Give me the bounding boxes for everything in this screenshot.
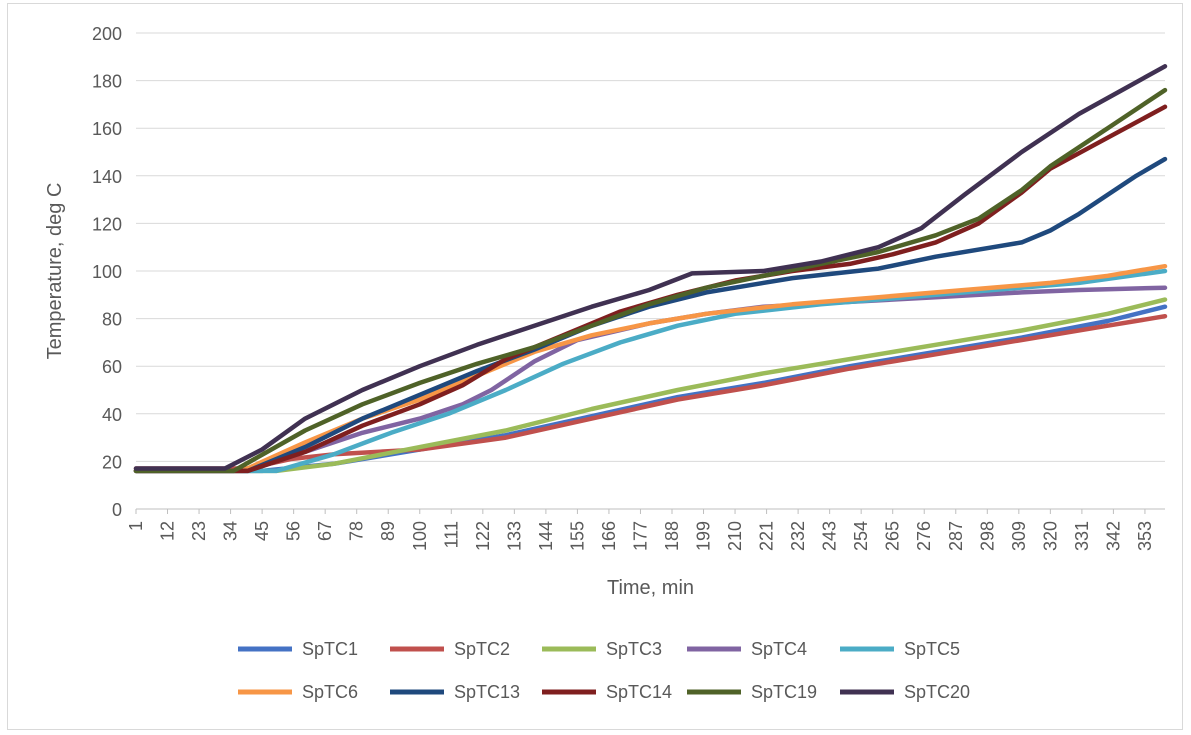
chart-frame: 0 20 40 60 80 100 120 140 160 180 200 1 12 23 34 45 56 6…: [7, 3, 1183, 730]
y-tick-label: 60: [102, 357, 122, 377]
y-tick-label: 160: [92, 119, 122, 139]
series-line-sptc13: [133, 156, 1168, 474]
x-tick-label: 309: [1009, 521, 1029, 551]
x-tick-label: 100: [410, 521, 430, 551]
y-tick-label: 40: [102, 405, 122, 425]
x-tick-label: 265: [883, 521, 903, 551]
y-axis-ticks: 0 20 40 60 80 100 120 140 160 180 200: [92, 24, 122, 520]
x-tick-label: 243: [820, 521, 840, 551]
legend-item: SpTC5: [840, 639, 960, 659]
x-tick-label: 12: [158, 521, 178, 541]
x-tick-label: 254: [851, 521, 871, 551]
y-tick-label: 100: [92, 262, 122, 282]
line-chart: 0 20 40 60 80 100 120 140 160 180 200 1 12 23 34 45 56 6…: [44, 24, 1168, 702]
y-tick-label: 200: [92, 24, 122, 44]
x-tick-label: 276: [914, 521, 934, 551]
x-tick-label: 331: [1072, 521, 1092, 551]
y-tick-label: 140: [92, 167, 122, 187]
legend-item: SpTC6: [238, 682, 358, 702]
x-tick-label: 298: [977, 521, 997, 551]
x-tick-label: 177: [630, 521, 650, 551]
series-lines: [133, 64, 1168, 474]
x-tick-label: 23: [189, 521, 209, 541]
series-line-sptc2: [133, 313, 1168, 471]
legend-item: SpTC4: [687, 639, 807, 659]
y-tick-label: 20: [102, 452, 122, 472]
legend-label: SpTC2: [454, 639, 510, 659]
x-tick-label: 56: [284, 521, 304, 541]
legend-label: SpTC6: [302, 682, 358, 702]
y-axis-title: Temperature, deg C: [44, 183, 66, 360]
x-tick-label: 34: [221, 521, 241, 541]
legend: SpTC1 SpTC2 SpTC3 SpTC4 SpTC5 SpTC6 SpTC13 SpTC…: [238, 639, 970, 702]
series-line-sptc3: [133, 297, 1168, 474]
series-line-sptc5: [133, 268, 1168, 474]
x-tick-label: 122: [473, 521, 493, 551]
x-tick-label: 232: [788, 521, 808, 551]
legend-item: SpTC19: [687, 682, 817, 702]
legend-label: SpTC20: [904, 682, 970, 702]
legend-item: SpTC3: [542, 639, 662, 659]
legend-item: SpTC20: [840, 682, 970, 702]
x-tick-label: 45: [252, 521, 272, 541]
legend-label: SpTC3: [606, 639, 662, 659]
y-tick-label: 180: [92, 72, 122, 92]
x-tick-label: 166: [599, 521, 619, 551]
x-tick-label: 133: [504, 521, 524, 551]
legend-item: SpTC2: [390, 639, 510, 659]
legend-label: SpTC19: [751, 682, 817, 702]
series-line-sptc20: [133, 64, 1168, 471]
x-tick-label: 188: [662, 521, 682, 551]
y-tick-label: 120: [92, 214, 122, 234]
x-tick-label: 78: [347, 521, 367, 541]
legend-label: SpTC14: [606, 682, 672, 702]
x-tick-label: 221: [757, 521, 777, 551]
series-line-sptc4: [133, 285, 1168, 474]
x-tick-label: 67: [315, 521, 335, 541]
series-line-sptc19: [133, 87, 1168, 474]
legend-label: SpTC4: [751, 639, 807, 659]
y-tick-label: 80: [102, 310, 122, 330]
x-tick-label: 89: [378, 521, 398, 541]
x-tick-label: 155: [567, 521, 587, 551]
x-tick-label: 287: [946, 521, 966, 551]
legend-label: SpTC1: [302, 639, 358, 659]
x-axis-ticks: 1 12 23 34 45 56 67 78 89 100 111 122 133 144 155 166 17…: [126, 509, 1155, 551]
legend-item: SpTC14: [542, 682, 672, 702]
legend-label: SpTC13: [454, 682, 520, 702]
x-axis-title: Time, min: [607, 577, 694, 599]
x-tick-label: 320: [1040, 521, 1060, 551]
x-tick-label: 199: [694, 521, 714, 551]
y-tick-label: 0: [112, 500, 122, 520]
x-tick-label: 353: [1135, 521, 1155, 551]
legend-label: SpTC5: [904, 639, 960, 659]
x-tick-label: 144: [536, 521, 556, 551]
legend-item: SpTC1: [238, 639, 358, 659]
legend-item: SpTC13: [390, 682, 520, 702]
x-tick-label: 210: [725, 521, 745, 551]
x-tick-label: 342: [1103, 521, 1123, 551]
x-tick-label: 111: [441, 521, 461, 548]
x-tick-label: 1: [126, 521, 146, 531]
